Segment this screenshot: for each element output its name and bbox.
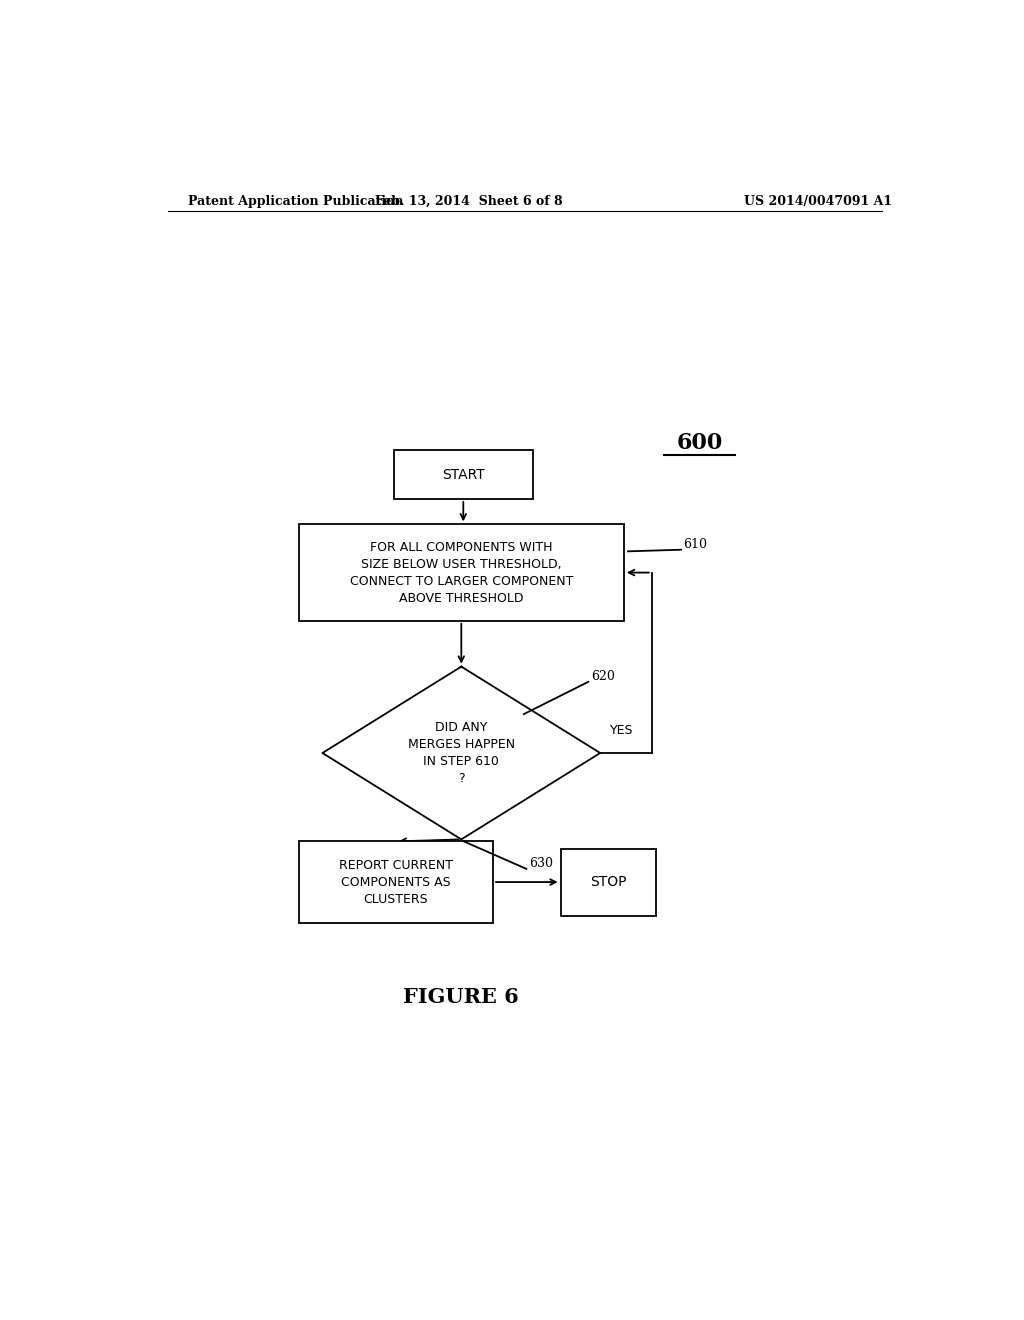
Text: Patent Application Publication: Patent Application Publication: [187, 194, 403, 207]
Text: DID ANY
MERGES HAPPEN
IN STEP 610
?: DID ANY MERGES HAPPEN IN STEP 610 ?: [408, 721, 515, 785]
Text: YES: YES: [609, 725, 633, 737]
Text: START: START: [442, 467, 484, 482]
FancyBboxPatch shape: [299, 841, 494, 923]
Text: REPORT CURRENT
COMPONENTS AS
CLUSTERS: REPORT CURRENT COMPONENTS AS CLUSTERS: [339, 858, 453, 906]
Text: Feb. 13, 2014  Sheet 6 of 8: Feb. 13, 2014 Sheet 6 of 8: [376, 194, 563, 207]
Text: 620: 620: [591, 671, 614, 684]
Text: US 2014/0047091 A1: US 2014/0047091 A1: [744, 194, 893, 207]
Text: FOR ALL COMPONENTS WITH
SIZE BELOW USER THRESHOLD,
CONNECT TO LARGER COMPONENT
A: FOR ALL COMPONENTS WITH SIZE BELOW USER …: [349, 541, 573, 605]
Text: STOP: STOP: [590, 875, 627, 890]
Text: FIGURE 6: FIGURE 6: [403, 987, 519, 1007]
Text: NO: NO: [414, 855, 433, 869]
FancyBboxPatch shape: [560, 849, 655, 916]
Text: 630: 630: [528, 857, 553, 870]
Text: 610: 610: [684, 539, 708, 552]
FancyBboxPatch shape: [299, 524, 624, 620]
Text: 600: 600: [676, 432, 723, 454]
FancyBboxPatch shape: [394, 450, 532, 499]
